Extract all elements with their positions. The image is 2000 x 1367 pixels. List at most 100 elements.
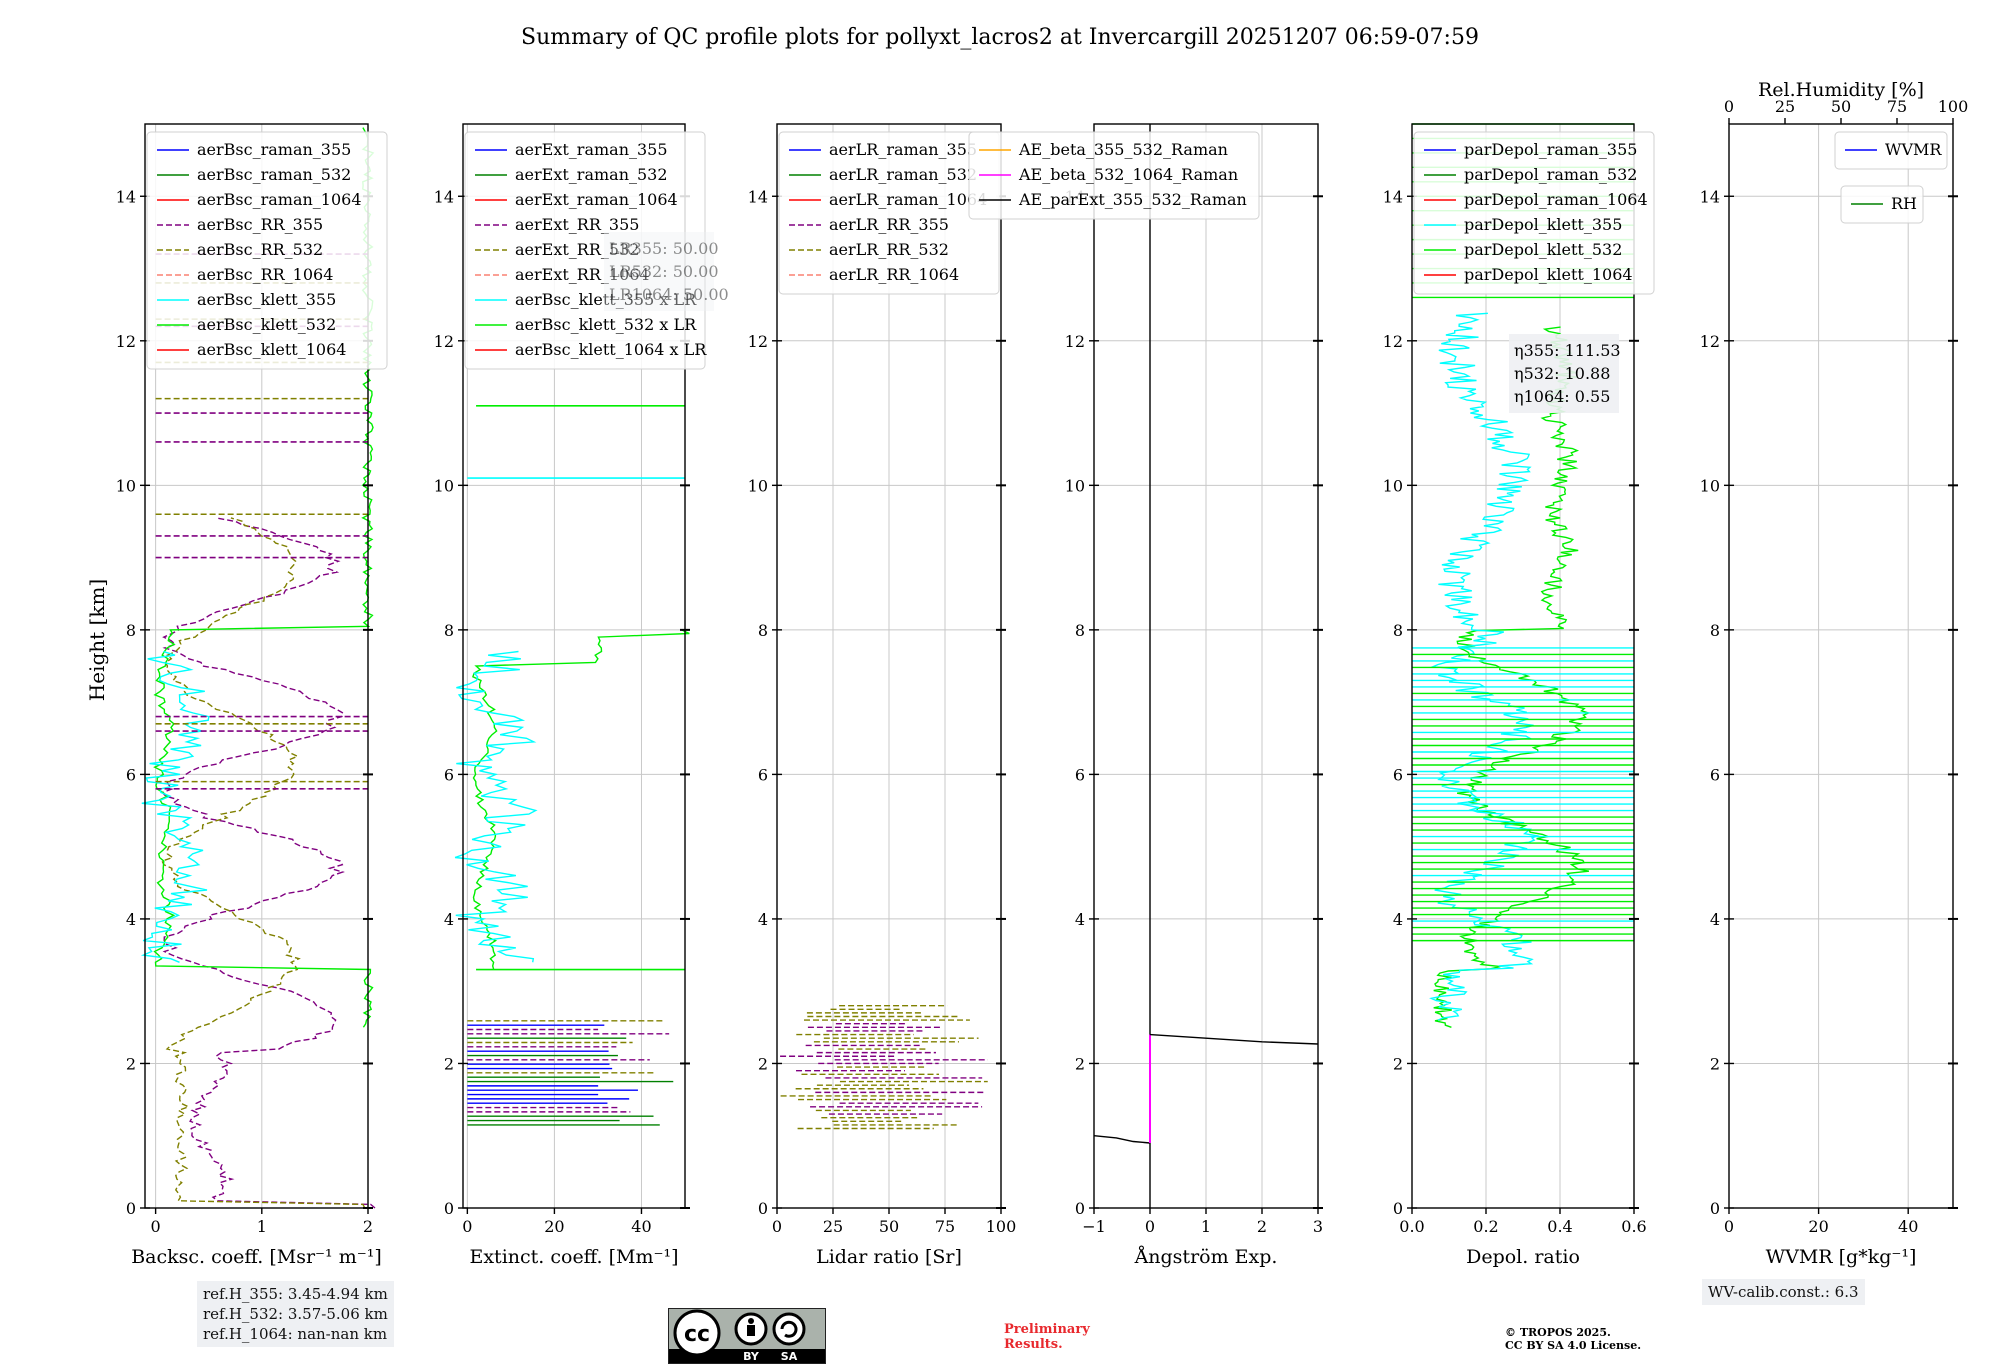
legend-entry: aerBsc_raman_1064 [197,190,362,209]
legend-entry: aerLR_raman_355 [829,140,977,159]
legend-entry: AE_beta_355_532_Raman [1018,140,1228,159]
traces-ae [1093,124,1319,1208]
figure-title: Summary of QC profile plots for pollyxt_… [521,25,1479,50]
preliminary-line-2: Results. [1004,1337,1063,1352]
x-tick-label: 2 [1257,1217,1267,1236]
y-tick-label: 6 [758,765,768,784]
y-tick-label: 12 [1065,332,1085,351]
x-tick-label: 75 [935,1217,955,1236]
annotation-line: LR355: 50.00 [609,239,719,258]
y-tick-label: 6 [1393,765,1403,784]
panel-wv: 0 2 4 6 8 10 12 14 0 20 40 WVMR [g*kg⁻¹] 0 25 50 75 100 R… [1700,79,1969,1268]
legend-dep: parDepol_raman_355 parDepol_raman_532 parD… [1413,131,1655,295]
legend-entry: AE_beta_532_1064_Raman [1018,165,1238,184]
legend-entry: aerBsc_klett_532 [197,315,336,334]
y-tick-label: 8 [1075,621,1085,640]
x-tick-label: 0.6 [1621,1217,1646,1236]
x-tick-label: 40 [1898,1217,1918,1236]
annotation-line: η1064: 0.55 [1514,387,1610,406]
legend-entry: aerExt_RR_532 [515,240,639,259]
y-tick-label: 14 [434,187,454,206]
y-tick-label: 14 [1700,187,1720,206]
y-tick-label: 8 [758,621,768,640]
axes-frame [1728,123,1954,1209]
x-axis-label-dep: Depol. ratio [1466,1246,1580,1268]
y-tick-label: 8 [444,621,454,640]
legend-entry: aerExt_RR_355 [515,215,639,234]
y-tick-label: 12 [434,332,454,351]
profile-line [140,650,210,963]
y-tick-label: 4 [126,910,136,929]
legend-box [968,131,1260,220]
axes-frame [144,123,369,1209]
y-tick-label: 2 [1393,1054,1403,1073]
legend-entry: aerExt_raman_1064 [515,190,678,209]
legend-entry: aerBsc_RR_532 [197,240,323,259]
y-tick-label: 2 [758,1054,768,1073]
x-tick-label: 1 [1201,1217,1211,1236]
x-axis-label-wv: WVMR [g*kg⁻¹] [1766,1246,1917,1268]
legend-entry: aerBsc_RR_1064 [197,265,333,284]
profile-line [454,650,538,963]
y-tick-label: 4 [444,910,454,929]
legend-entry: parDepol_raman_532 [1464,165,1637,184]
y-tick-label: 14 [1383,187,1403,206]
legend-entry: parDepol_raman_355 [1464,140,1637,159]
y-tick-label: 4 [1393,910,1403,929]
top-x-axis-label: Rel.Humidity [%] [1758,79,1924,101]
annotation-line: LR1064: 50.00 [609,285,729,304]
legend-entry: aerBsc_RR_355 [197,215,323,234]
y-tick-label: 4 [758,910,768,929]
y-tick-label: 0 [758,1199,768,1218]
legend-entry: parDepol_klett_1064 [1464,265,1633,284]
profile-line [161,517,376,1209]
x-tick-label: 2 [363,1217,373,1236]
legend-ae: AE_beta_355_532_Raman AE_beta_532_1064_Ra… [968,131,1260,220]
y-tick-label: 2 [126,1054,136,1073]
y-tick-label: 2 [444,1054,454,1073]
eta-box: η355: 111.53 η532: 10.88 η1064: 0.55 [1509,334,1621,413]
legend-box [146,131,388,370]
legend-box [1834,131,1948,170]
y-tick-label: 6 [1710,765,1720,784]
y-tick-label: 0 [126,1199,136,1218]
y-tick-label: 14 [748,187,768,206]
legend-entry: aerBsc_klett_532 x LR [515,315,697,334]
y-tick-label: 10 [434,476,454,495]
ref-height-532: ref.H_532: 3.57-5.06 km [203,1305,388,1323]
legend-box [464,131,706,370]
x-tick-label: 0 [1724,1217,1734,1236]
top-x-tick-label: 50 [1831,97,1851,116]
legend2-wv: RH [1840,185,1924,224]
x-tick-label: 20 [544,1217,564,1236]
y-tick-label: 10 [1700,476,1720,495]
legend-entry: aerBsc_raman_532 [197,165,351,184]
legend-lr: aerLR_raman_355 aerLR_raman_532 aerLR_rama… [778,131,1000,295]
legend-entry: aerLR_RR_532 [829,240,949,259]
x-tick-label: 100 [986,1217,1017,1236]
panel-lr: 0 2 4 6 8 10 12 14 0 25 50 75 100 Lidar ratio [Sr] aer… [748,123,1017,1268]
profile-line [1429,312,1540,1021]
traces-lr [780,1004,988,1130]
wv-calibration-box: WV-calib.const.: 6.3 [1702,1279,1865,1305]
legend-entry: aerLR_raman_1064 [829,190,987,209]
y-tick-label: 10 [1383,476,1403,495]
legend-entry: WVMR [1885,140,1942,159]
y-axis-label: Height [km] [85,579,109,701]
y-tick-label: 8 [1710,621,1720,640]
copyright-note: © TROPOS 2025. CC BY SA 4.0 License. [1505,1326,1641,1352]
ref-height-355: ref.H_355: 3.45-4.94 km [203,1285,388,1303]
cc-icon [673,1309,721,1357]
legend-entry: aerBsc_klett_1064 [197,340,346,359]
legend-box [1413,131,1655,295]
x-tick-label: 0.4 [1547,1217,1572,1236]
legend-ext: aerExt_raman_355 aerExt_raman_532 aerExt_r… [464,131,707,370]
svg-text:cc: cc [684,1322,710,1347]
x-axis-label-ext: Extinct. coeff. [Mm⁻¹] [469,1246,678,1268]
y-tick-label: 8 [1393,621,1403,640]
y-tick-label: 6 [126,765,136,784]
x-tick-label: 50 [879,1217,899,1236]
profile-line [1093,1135,1151,1144]
